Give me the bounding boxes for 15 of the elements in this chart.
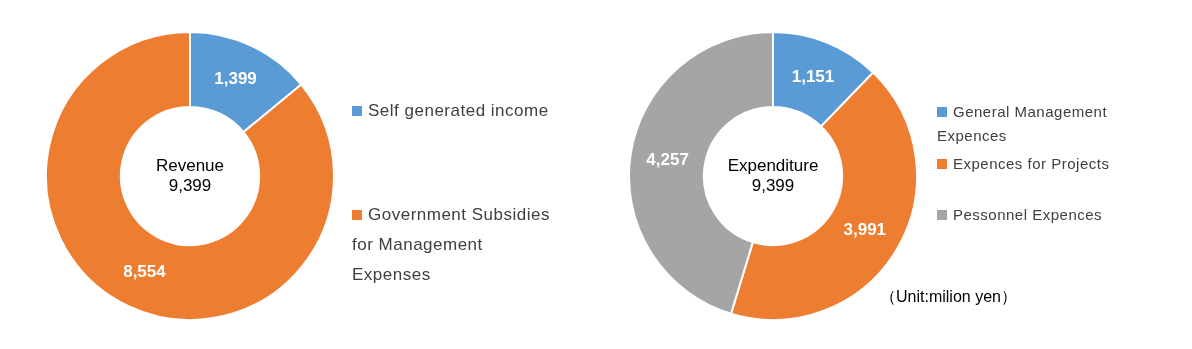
- data-label: 8,554: [123, 262, 167, 282]
- legend-label: Expences for Projects: [953, 155, 1110, 172]
- text: （Unit:milion yen）: [880, 287, 1017, 307]
- text: Expenditure: [727, 155, 819, 175]
- data-label: 1,399: [214, 69, 257, 89]
- legend-label: Government Subsidies for Management Expenses: [352, 205, 550, 284]
- text: 9,399: [751, 175, 795, 195]
- text: 9,399: [168, 175, 212, 195]
- legend-label: Pessonnel Expences: [953, 206, 1103, 223]
- legend-label: Self generated income: [368, 101, 549, 120]
- data-label: 3,991: [843, 219, 887, 239]
- legend-label: General Management Expences: [937, 103, 1108, 144]
- data-label: 1,151: [791, 66, 835, 86]
- data-label: 4,257: [646, 149, 689, 169]
- text: Revenue: [155, 155, 225, 175]
